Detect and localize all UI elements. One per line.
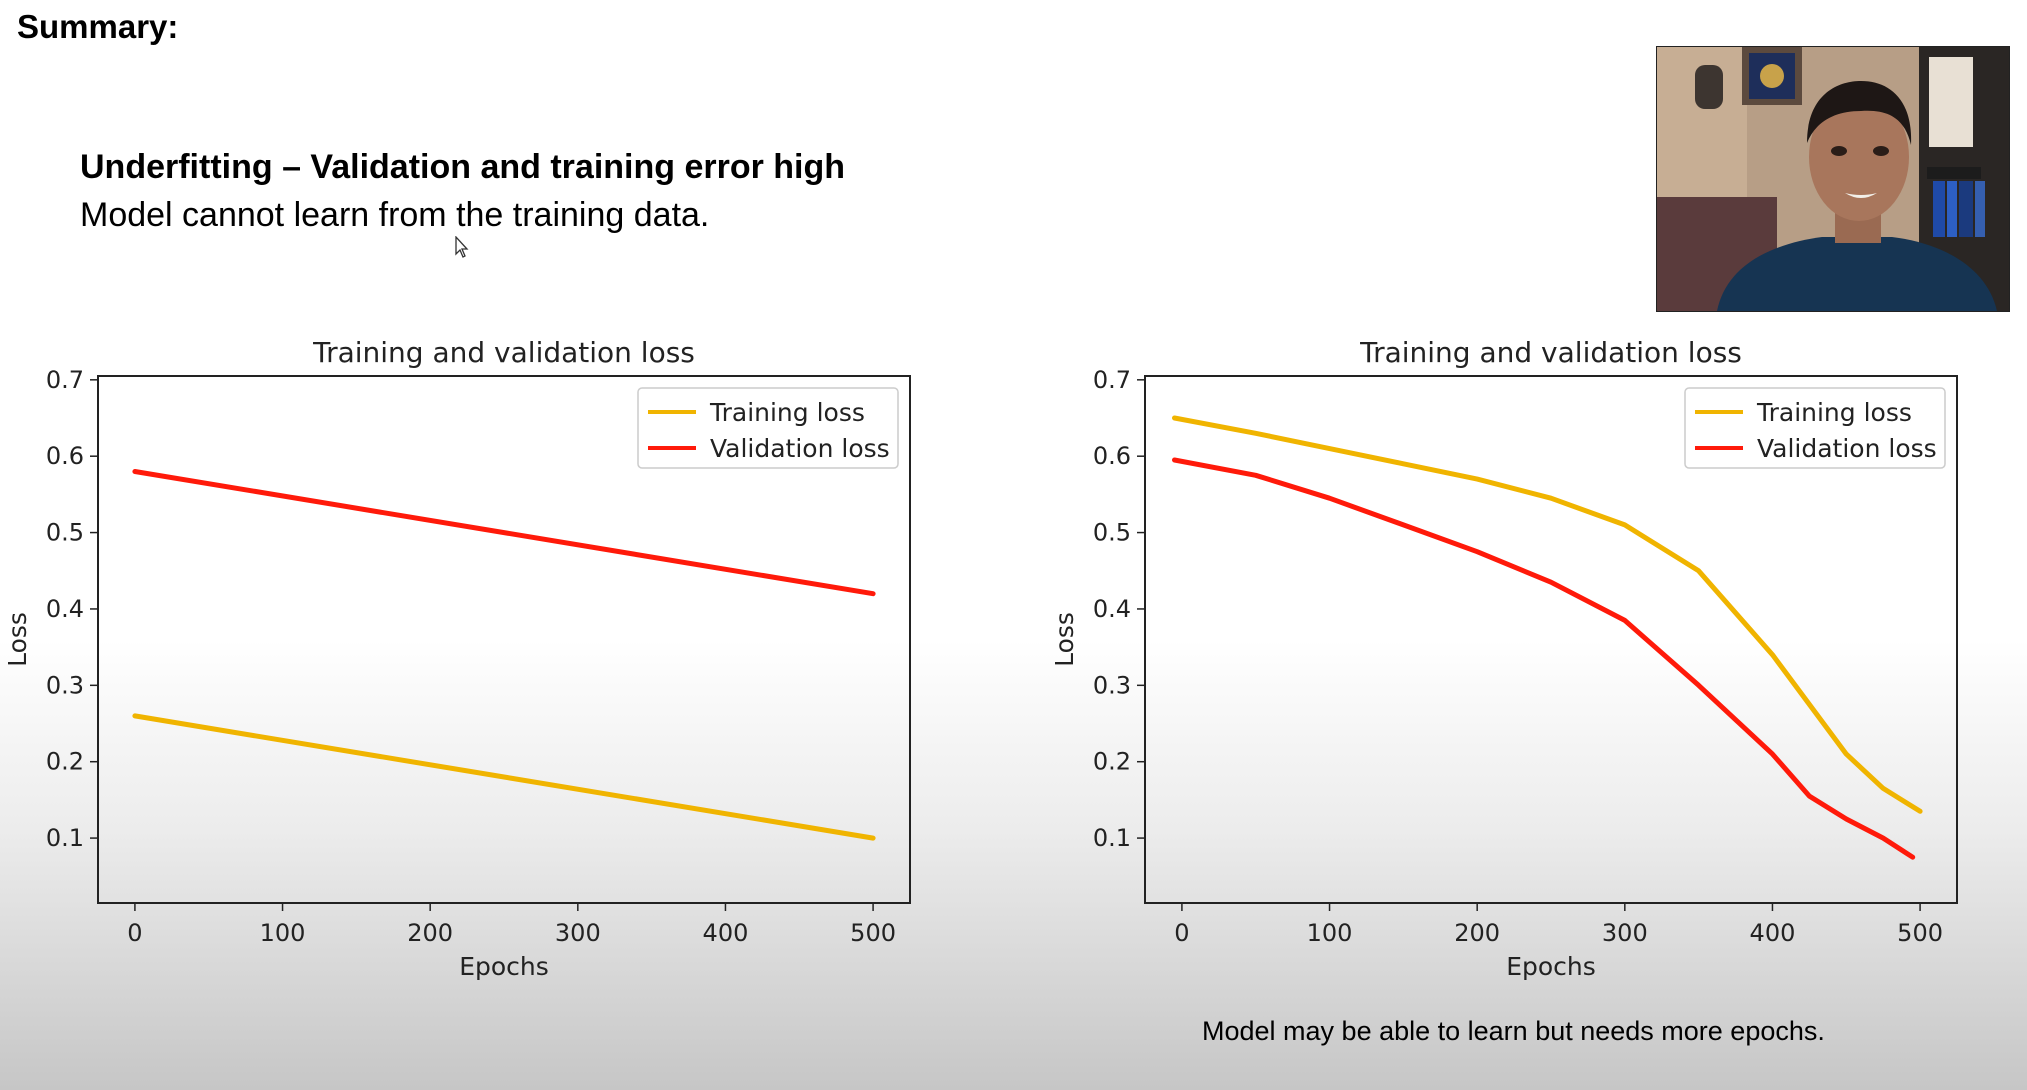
legend-label: Training loss (1756, 398, 1912, 427)
x-tick-label: 100 (260, 919, 306, 947)
x-axis-label: Epochs (459, 952, 549, 981)
x-tick-label: 500 (1897, 919, 1943, 947)
y-axis-label: Loss (1050, 612, 1079, 667)
mouse-cursor-icon (455, 236, 469, 258)
y-tick-label: 0.6 (46, 442, 84, 470)
series-line-validation (132, 469, 876, 597)
legend-label: Training loss (709, 398, 865, 427)
chart-legend: Training loss Validation loss (1684, 387, 1946, 469)
x-tick-label: 500 (850, 919, 896, 947)
y-tick-label: 0.1 (1093, 824, 1131, 852)
y-tick-label: 0.7 (1093, 366, 1131, 394)
slide-heading: Underfitting – Validation and training e… (80, 148, 846, 186)
x-tick-label: 400 (1750, 919, 1796, 947)
legend-box (1684, 387, 1946, 469)
y-tick-label: 0.3 (1093, 671, 1131, 699)
legend-label: Validation loss (1757, 434, 1937, 463)
y-tick-label: 0.1 (46, 824, 84, 852)
x-tick-label: 300 (555, 919, 601, 947)
x-tick-label: 200 (407, 919, 453, 947)
chart-title: Training and validation loss (1359, 336, 1742, 369)
plot-frame (97, 375, 911, 904)
slide-title: Summary: (17, 8, 179, 45)
presenter-video-icon (1657, 47, 2009, 311)
y-tick-label: 0.2 (46, 748, 84, 776)
y-tick-label: 0.7 (46, 366, 84, 394)
chart-title: Training and validation loss (312, 336, 695, 369)
y-tick-label: 0.3 (46, 671, 84, 699)
x-axis-label: Epochs (1506, 952, 1596, 981)
series-line-training (1172, 415, 1923, 814)
x-tick-label: 400 (703, 919, 749, 947)
x-tick-label: 200 (1454, 919, 1500, 947)
slide-subheading: Model cannot learn from the training dat… (80, 196, 710, 234)
y-tick-label: 0.6 (1093, 442, 1131, 470)
x-tick-label: 300 (1602, 919, 1648, 947)
y-tick-label: 0.5 (1093, 519, 1131, 547)
legend-label: Validation loss (710, 434, 890, 463)
y-tick-label: 0.5 (46, 519, 84, 547)
y-axis-label: Loss (3, 612, 32, 667)
legend-box (637, 387, 899, 469)
series-line-training (132, 713, 876, 841)
y-tick-label: 0.4 (46, 595, 84, 623)
y-tick-label: 0.2 (1093, 748, 1131, 776)
x-tick-label: 100 (1307, 919, 1353, 947)
chart-caption: Model may be able to learn but needs mor… (1202, 1016, 1825, 1046)
x-tick-label: 0 (1174, 919, 1189, 947)
y-tick-label: 0.4 (1093, 595, 1131, 623)
series-line-validation (1172, 457, 1916, 860)
x-tick-label: 0 (127, 919, 142, 947)
chart-legend: Training loss Validation loss (637, 387, 899, 469)
plot-frame (1144, 375, 1958, 904)
presenter-webcam (1656, 46, 2010, 312)
